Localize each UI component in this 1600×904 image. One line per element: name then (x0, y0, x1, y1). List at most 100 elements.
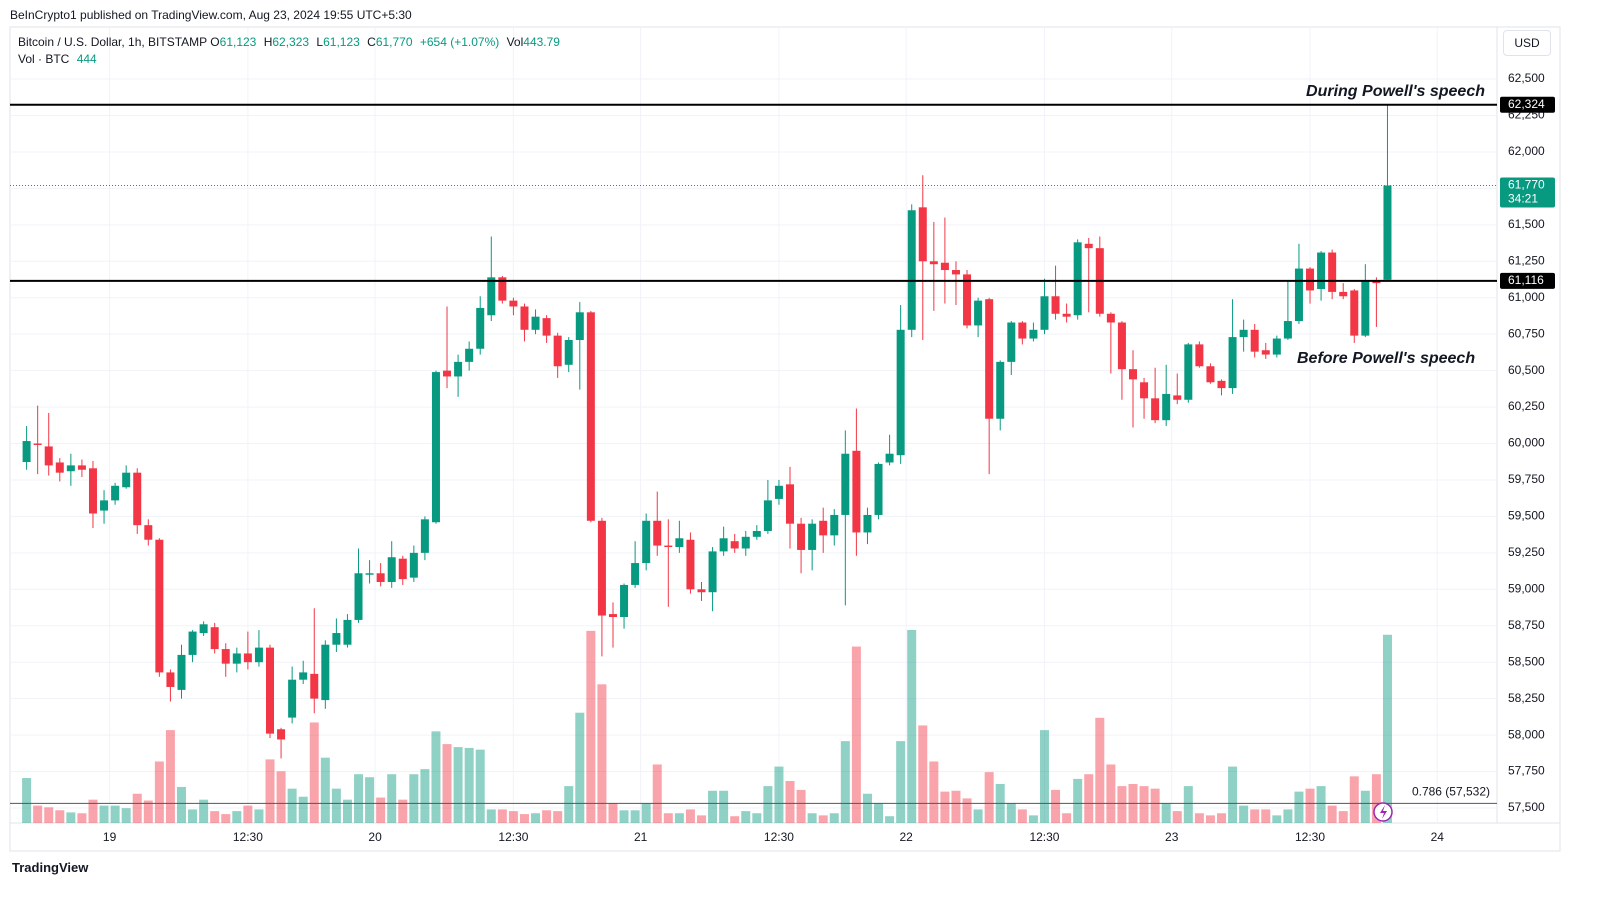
volume-bar (531, 813, 541, 823)
candle-body (465, 348, 474, 362)
candle-body (365, 573, 374, 575)
volume-bar (33, 805, 43, 823)
volume-bar (542, 810, 552, 823)
y-tick-label: 59,500 (1508, 509, 1545, 523)
volume-bar (1228, 766, 1238, 823)
volume-bar (1239, 805, 1249, 823)
y-tick-label: 62,500 (1508, 71, 1545, 85)
volume-bar (951, 790, 961, 823)
candle-body (1317, 252, 1326, 289)
y-tick-label: 60,250 (1508, 399, 1545, 413)
volume-bar (685, 809, 695, 823)
candle-body (996, 361, 1005, 419)
volume-bar (586, 630, 596, 823)
y-tick-label: 57,750 (1508, 764, 1545, 778)
candle-body (188, 631, 197, 655)
candle-body (321, 644, 330, 701)
candle-body (985, 299, 994, 419)
volume-bar (121, 808, 131, 823)
candle-body (1051, 296, 1060, 314)
candle-body (420, 519, 429, 553)
legend-key: H (263, 35, 273, 49)
volume-bar (674, 813, 684, 823)
candle-body (708, 551, 717, 593)
legend-value: 443.79 (523, 35, 560, 49)
candle-body (33, 443, 42, 445)
candle-body (277, 729, 286, 740)
volume-bar (885, 816, 895, 823)
candle-body (741, 536, 750, 549)
candle-body (122, 472, 131, 488)
y-tick-label: 59,250 (1508, 545, 1545, 559)
legend-symbol: Bitcoin / U.S. Dollar, 1h, BITSTAMP (18, 35, 207, 49)
volume-bar (1150, 788, 1160, 823)
candle-body (1250, 329, 1259, 352)
candle-body (1306, 268, 1315, 291)
volume-bar (619, 810, 629, 823)
volume-bar (1261, 809, 1271, 823)
legend-key: Vol · BTC (18, 52, 70, 66)
y-tick-label: 62,000 (1508, 144, 1545, 158)
last-price-label: 61,770 (1508, 178, 1545, 192)
y-tick-label: 60,000 (1508, 436, 1545, 450)
volume-bar (874, 803, 884, 823)
candle-body (951, 270, 960, 275)
candle-body (144, 525, 153, 540)
annotation: Before Powell's speech (1297, 350, 1476, 367)
volume-bar (320, 757, 330, 823)
legend-value: 62,323 (272, 35, 310, 49)
volume-bar (785, 781, 795, 823)
volume-bar (829, 813, 839, 823)
volume-bar (464, 747, 474, 823)
volume-bar (840, 741, 850, 823)
legend-change: +654 (+1.07%) (419, 35, 500, 49)
volume-bar (497, 809, 507, 823)
legend-value: 61,123 (219, 35, 257, 49)
volume-bar (442, 744, 452, 823)
currency-button[interactable]: USD (1503, 30, 1551, 56)
candle-body (1018, 322, 1027, 339)
volume-bar (243, 805, 253, 823)
volume-bar (752, 813, 762, 823)
volume-bar (276, 771, 286, 823)
x-tick-label: 12:30 (498, 830, 528, 844)
candle-body (1173, 395, 1182, 400)
candle-body (1195, 344, 1204, 367)
candle-body (1062, 313, 1071, 317)
candle-body (664, 545, 673, 548)
x-tick-label: 24 (1431, 830, 1445, 844)
y-tick-label: 58,250 (1508, 691, 1545, 705)
candle-body (77, 465, 86, 470)
candle-body (155, 539, 164, 673)
volume-bar (1017, 809, 1027, 823)
volume-bar (265, 759, 275, 823)
y-tick-label: 60,500 (1508, 363, 1545, 377)
volume-bar (1117, 786, 1127, 823)
candle-body (288, 679, 297, 718)
candle-body (686, 539, 695, 590)
candle-body (730, 541, 739, 549)
candle-body (808, 523, 817, 550)
volume-bar (896, 741, 906, 823)
candle-body (1350, 290, 1359, 336)
volume-bar (918, 725, 928, 823)
volume-bar (354, 774, 364, 823)
volume-bar (154, 761, 164, 823)
last-price-box (1500, 177, 1555, 208)
volume-bar (1272, 815, 1282, 823)
volume-bar (77, 813, 87, 823)
candle-body (929, 261, 938, 265)
candle-body (1339, 291, 1348, 297)
legend-key: O (210, 35, 220, 49)
volume-bar (1161, 803, 1171, 823)
candle-body (531, 316, 540, 330)
candle-body (1294, 268, 1303, 322)
candle-body (1128, 369, 1137, 380)
alert-icon-bolt (1380, 805, 1387, 819)
volume-bar (929, 761, 939, 823)
candle-body (476, 307, 485, 349)
volume-bar (232, 811, 242, 823)
candle-body (1239, 329, 1248, 338)
horizontal-line-label: 62,324 (1508, 97, 1545, 111)
candle-body (354, 573, 363, 620)
